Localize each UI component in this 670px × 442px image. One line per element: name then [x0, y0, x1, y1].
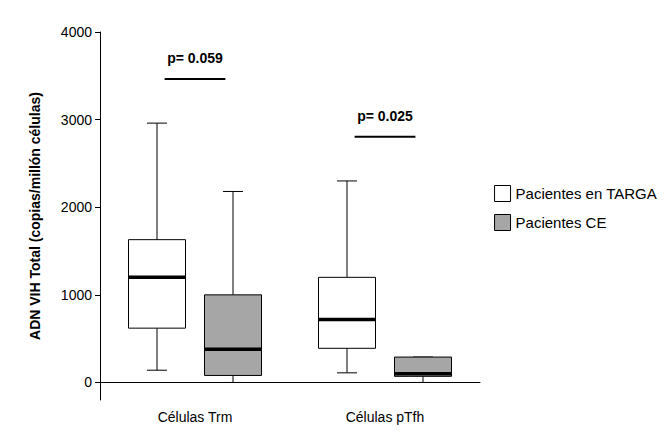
svg-text:Células pTfh: Células pTfh: [346, 409, 425, 425]
svg-text:p= 0.059: p= 0.059: [167, 50, 223, 66]
svg-text:0: 0: [84, 374, 92, 390]
svg-text:2000: 2000: [61, 199, 92, 215]
svg-text:3000: 3000: [61, 112, 92, 128]
svg-text:1000: 1000: [61, 287, 92, 303]
svg-text:ADN VIH Total (copias/millón c: ADN VIH Total (copias/millón células): [27, 92, 43, 340]
svg-text:4000: 4000: [61, 24, 92, 40]
svg-text:Células Trm: Células Trm: [158, 409, 233, 425]
svg-text:p= 0.025: p= 0.025: [357, 108, 413, 124]
svg-text:Pacientes en TARGA: Pacientes en TARGA: [516, 185, 657, 202]
svg-text:Pacientes CE: Pacientes CE: [516, 214, 607, 231]
